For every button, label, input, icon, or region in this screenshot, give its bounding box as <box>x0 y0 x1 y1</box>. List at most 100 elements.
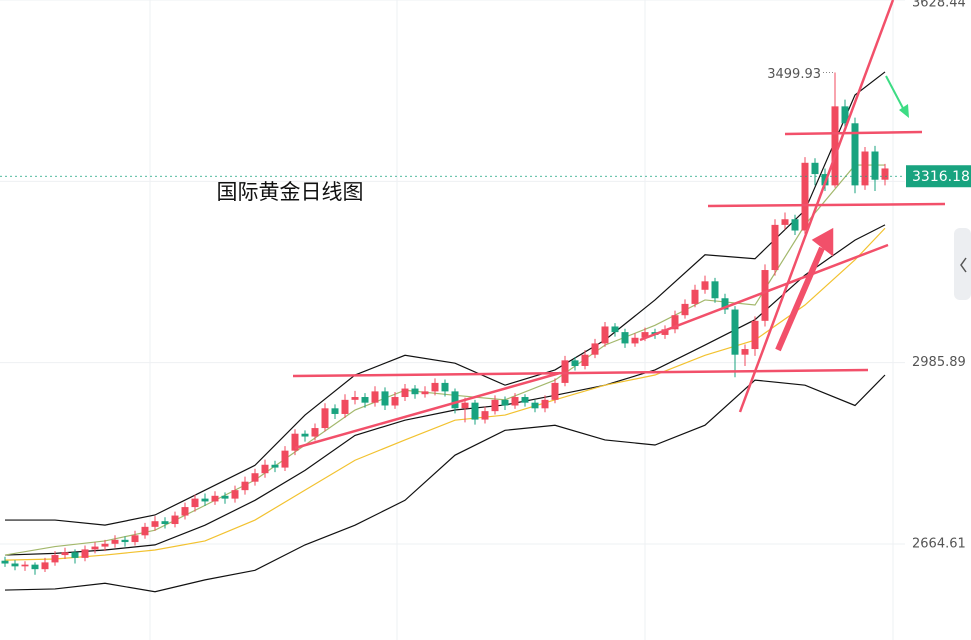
candle-body <box>131 535 139 543</box>
candle-body <box>201 498 209 502</box>
candle-body <box>61 552 69 556</box>
candle-body <box>31 564 39 570</box>
candle-body <box>761 270 769 321</box>
candle-body <box>551 382 559 400</box>
trend-line <box>707 202 946 208</box>
candle-body <box>611 326 619 333</box>
chart-title: 国际黄金日线图 <box>217 180 364 204</box>
indicator-line <box>4 374 886 593</box>
candle-body <box>271 464 279 468</box>
last-price-label: 3316.18 <box>912 169 970 185</box>
candle-body <box>81 549 89 558</box>
candle-body <box>631 337 639 344</box>
candle-body <box>251 473 259 482</box>
y-tick-label: 2985.89 <box>912 355 966 370</box>
candle-body <box>41 562 49 570</box>
candle-body <box>871 151 879 180</box>
candle-body <box>171 515 179 525</box>
candle-body <box>621 332 629 344</box>
candle-body <box>581 354 589 366</box>
candle-body <box>11 563 19 567</box>
annotations <box>292 0 946 450</box>
candle-body <box>521 397 529 403</box>
candle-body <box>671 315 679 330</box>
candle-body <box>881 168 889 180</box>
green-arrow <box>885 75 909 118</box>
candle-body <box>141 526 149 536</box>
candle-body <box>121 539 129 543</box>
candle-body <box>571 360 579 366</box>
indicator-line <box>5 71 886 526</box>
candle-body <box>801 162 809 231</box>
candle-body <box>101 543 109 547</box>
candle-body <box>541 399 549 409</box>
candle-body <box>491 399 499 412</box>
candle-body <box>221 495 229 499</box>
candle-body <box>641 332 649 338</box>
candle-body <box>261 464 269 474</box>
candle-body <box>711 281 719 299</box>
trend-line <box>294 371 561 450</box>
high-label: 3499.93 <box>767 67 821 82</box>
trend-line <box>738 0 895 413</box>
candle-body <box>451 391 459 409</box>
candle-body <box>781 219 789 225</box>
candle-body <box>431 382 439 392</box>
candle-body <box>481 411 489 420</box>
candle-body <box>381 391 389 406</box>
candle-body <box>471 402 479 420</box>
plot <box>0 71 905 593</box>
candle-body <box>71 552 79 558</box>
candle-body <box>731 309 739 355</box>
candle-body <box>401 388 409 398</box>
candle-body <box>211 495 219 502</box>
candle-body <box>591 343 599 355</box>
candle-body <box>181 507 189 516</box>
candle-body <box>151 521 159 527</box>
candle-body <box>791 219 799 231</box>
chevron <box>960 257 967 273</box>
candle-body <box>861 151 869 186</box>
candle-body <box>1 560 9 564</box>
arrow-head <box>899 104 909 118</box>
candle-body <box>741 349 749 355</box>
candle-body <box>851 123 859 186</box>
candle-body <box>311 428 319 437</box>
candle-body <box>411 388 419 395</box>
candle-body <box>111 539 119 544</box>
candle-body <box>321 408 329 429</box>
candle-body <box>241 481 249 491</box>
candle-body <box>561 360 569 383</box>
candle-body <box>301 433 309 437</box>
candle-body <box>281 450 289 468</box>
y-tick-label: 2664.61 <box>912 536 966 551</box>
candle-body <box>751 320 759 350</box>
candle-body <box>721 298 729 310</box>
candle-body <box>461 402 469 409</box>
candle-body <box>531 402 539 409</box>
candle-body <box>191 498 199 508</box>
candle-body <box>601 326 609 344</box>
candle-body <box>661 329 669 335</box>
candle-body <box>841 106 849 124</box>
candle-body <box>681 303 689 316</box>
candle-body <box>501 399 509 406</box>
trend-line <box>639 243 889 342</box>
candle-body <box>831 106 839 186</box>
y-tick-label: 3628.44 <box>912 0 966 11</box>
candle-body <box>701 281 709 290</box>
last-price-box <box>906 165 971 188</box>
candle-body <box>441 382 449 392</box>
candle-body <box>771 224 779 271</box>
trend-line <box>292 368 869 378</box>
candle-body <box>371 391 379 403</box>
trend-line <box>784 130 923 136</box>
candle-body <box>331 408 339 414</box>
candle-body <box>691 289 699 304</box>
candle-body <box>21 564 29 567</box>
candle-body <box>511 397 519 406</box>
candle-body <box>421 391 429 395</box>
candle-body <box>291 433 299 451</box>
candle-body <box>391 397 399 406</box>
